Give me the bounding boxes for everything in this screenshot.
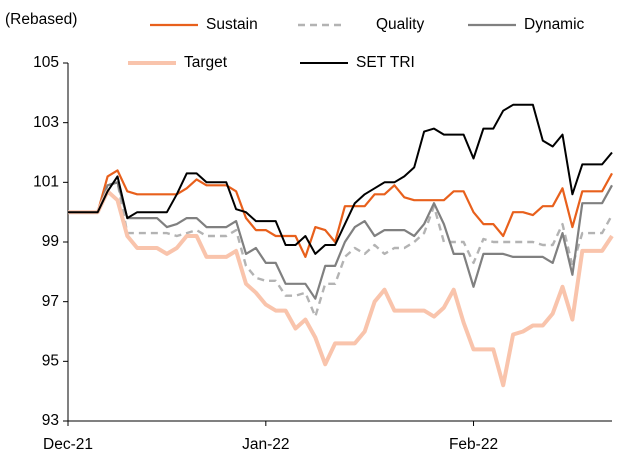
y-tick-label: 99 <box>42 233 59 250</box>
y-tick-label: 95 <box>42 352 59 369</box>
series-line <box>68 181 614 318</box>
legend-label: Sustain <box>206 16 258 33</box>
legend-label: SET TRI <box>356 54 415 71</box>
x-tick-label: Feb-22 <box>449 436 498 453</box>
series-line <box>68 169 613 258</box>
y-tick-label: 101 <box>33 173 59 190</box>
y-tick-label: 103 <box>33 114 59 131</box>
y-tick-label: 97 <box>42 293 59 310</box>
y-axis-label: (Rebased) <box>5 11 77 28</box>
series-line <box>68 103 613 255</box>
x-tick-label: Jan-22 <box>242 436 289 453</box>
legend-label: Dynamic <box>524 16 585 33</box>
series-line <box>68 181 613 300</box>
legend-label: Quality <box>376 16 424 33</box>
series-line <box>68 189 614 388</box>
y-tick-label: 105 <box>33 54 59 71</box>
y-tick-label: 93 <box>42 412 59 429</box>
legend-label: Target <box>184 54 228 71</box>
x-tick-label: Dec-21 <box>43 436 93 453</box>
